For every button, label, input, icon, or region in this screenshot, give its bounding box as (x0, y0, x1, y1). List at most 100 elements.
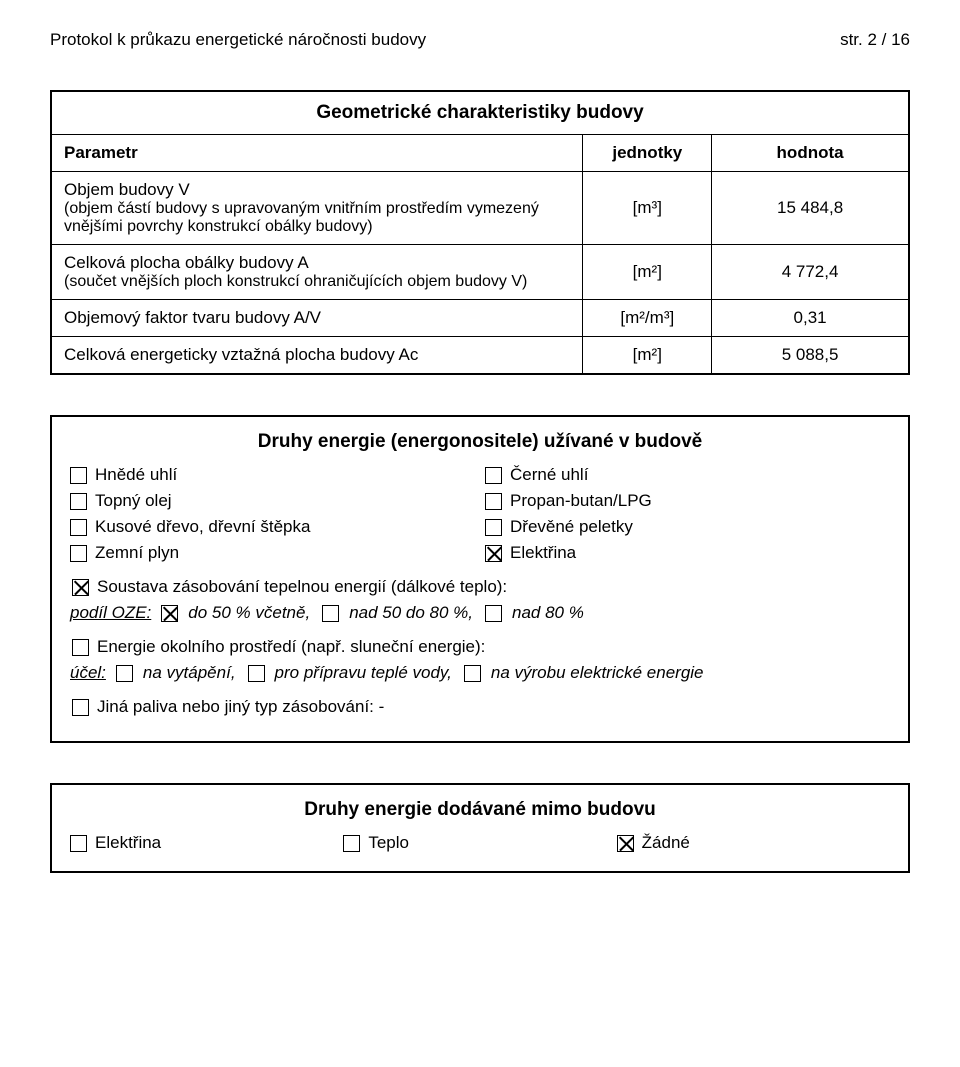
energy-checkbox[interactable] (485, 545, 502, 562)
other-fuel-label: Jiná paliva nebo jiný typ zásobování: - (97, 697, 384, 717)
district-share-prefix: podíl OZE: (70, 603, 151, 623)
energy-label: Propan-butan/LPG (510, 491, 652, 511)
energy-used-panel: Druhy energie (energonositele) užívané v… (50, 415, 910, 743)
ambient-energy-label: Energie okolního prostředí (např. sluneč… (97, 637, 485, 657)
energy-out-label: Teplo (368, 833, 409, 853)
unit-cell: [m²] (583, 245, 712, 300)
unit-cell: [m³] (583, 172, 712, 245)
energy-pair-row: Kusové dřevo, dřevní štěpka Dřevěné pelet… (70, 517, 890, 537)
ambient-purpose-prefix: účel: (70, 663, 106, 683)
energy-out-title: Druhy energie dodávané mimo budovu (70, 799, 890, 821)
energy-item: Černé uhlí (485, 465, 890, 485)
page: Protokol k průkazu energetické náročnost… (0, 0, 960, 913)
geom-table-head: Parametr jednotky hodnota (51, 135, 909, 172)
energy-item: Topný olej (70, 491, 475, 511)
energy-pair-row: Zemní plyn Elektřina (70, 543, 890, 563)
energy-label: Elektřina (510, 543, 576, 563)
param-cell: Celková energeticky vztažná plocha budov… (51, 337, 583, 375)
param-sublabel: (součet vnějších ploch konstrukcí ohrani… (64, 273, 570, 291)
geom-table: Geometrické charakteristiky budovy Param… (50, 90, 910, 375)
energy-checkbox[interactable] (70, 493, 87, 510)
energy-out-checkbox[interactable] (70, 835, 87, 852)
energy-label: Hnědé uhlí (95, 465, 177, 485)
geom-table-title-row: Geometrické charakteristiky budovy (51, 91, 909, 135)
energy-checkbox[interactable] (70, 545, 87, 562)
table-row: Celková plocha obálky budovy A(součet vn… (51, 245, 909, 300)
option-label: na výrobu elektrické energie (491, 663, 704, 683)
district-heating-label: Soustava zásobování tepelnou energií (dá… (97, 577, 507, 597)
energy-out-item: Žádné (617, 833, 890, 853)
unit-cell: [m²/m³] (583, 300, 712, 337)
page-header: Protokol k průkazu energetické náročnost… (50, 30, 910, 50)
param-label: Objemový faktor tvaru budovy A/V (64, 308, 321, 327)
option-checkbox[interactable] (485, 605, 502, 622)
option-checkbox[interactable] (322, 605, 339, 622)
ambient-energy-group: Energie okolního prostředí (např. sluneč… (70, 637, 890, 683)
option-checkbox[interactable] (248, 665, 265, 682)
option-label: nad 50 do 80 %, (349, 603, 473, 623)
energy-out-row: Elektřina Teplo Žádné (70, 833, 890, 853)
energy-out-panel: Druhy energie dodávané mimo budovu Elekt… (50, 783, 910, 873)
header-right: str. 2 / 16 (840, 30, 910, 50)
param-label: Celková plocha obálky budovy A (64, 253, 309, 272)
energy-label: Zemní plyn (95, 543, 179, 563)
energy-item: Propan-butan/LPG (485, 491, 890, 511)
ambient-energy-checkbox[interactable] (72, 639, 89, 656)
option-label: pro přípravu teplé vody, (275, 663, 452, 683)
energy-checkbox[interactable] (485, 493, 502, 510)
table-row: Objem budovy V(objem částí budovy s upra… (51, 172, 909, 245)
option-label: na vytápění, (143, 663, 236, 683)
energy-checkbox[interactable] (70, 467, 87, 484)
energy-used-title: Druhy energie (energonositele) užívané v… (70, 431, 890, 453)
energy-out-item: Elektřina (70, 833, 343, 853)
value-cell: 0,31 (712, 300, 909, 337)
head-param: Parametr (51, 135, 583, 172)
district-share-row: podíl OZE: do 50 % včetně, nad 50 do 80 %… (70, 603, 890, 623)
energy-item: Hnědé uhlí (70, 465, 475, 485)
param-cell: Objem budovy V(objem částí budovy s upra… (51, 172, 583, 245)
energy-item: Elektřina (485, 543, 890, 563)
head-value: hodnota (712, 135, 909, 172)
energy-item: Zemní plyn (70, 543, 475, 563)
energy-checkbox[interactable] (485, 467, 502, 484)
ambient-purpose-row: účel: na vytápění, pro přípravu teplé vod… (70, 663, 890, 683)
energy-pair-row: Topný olej Propan-butan/LPG (70, 491, 890, 511)
other-fuel-group: Jiná paliva nebo jiný typ zásobování: - (70, 697, 890, 717)
header-left: Protokol k průkazu energetické náročnost… (50, 30, 426, 50)
table-row: Celková energeticky vztažná plocha budov… (51, 337, 909, 375)
value-cell: 15 484,8 (712, 172, 909, 245)
energy-checkbox[interactable] (485, 519, 502, 536)
param-label: Celková energeticky vztažná plocha budov… (64, 345, 418, 364)
energy-pair-row: Hnědé uhlí Černé uhlí (70, 465, 890, 485)
energy-label: Černé uhlí (510, 465, 588, 485)
energy-checkbox[interactable] (70, 519, 87, 536)
table-row: Objemový faktor tvaru budovy A/V [m²/m³]0… (51, 300, 909, 337)
energy-out-checkbox[interactable] (343, 835, 360, 852)
head-unit: jednotky (583, 135, 712, 172)
energy-item: Kusové dřevo, dřevní štěpka (70, 517, 475, 537)
energy-item: Dřevěné peletky (485, 517, 890, 537)
param-sublabel: (objem částí budovy s upravovaným vnitřn… (64, 200, 570, 236)
value-cell: 5 088,5 (712, 337, 909, 375)
other-fuel-checkbox[interactable] (72, 699, 89, 716)
option-checkbox[interactable] (116, 665, 133, 682)
option-label: do 50 % včetně, (188, 603, 310, 623)
option-checkbox[interactable] (161, 605, 178, 622)
unit-cell: [m²] (583, 337, 712, 375)
energy-label: Topný olej (95, 491, 172, 511)
param-label: Objem budovy V (64, 180, 190, 199)
energy-label: Kusové dřevo, dřevní štěpka (95, 517, 310, 537)
energy-out-label: Žádné (642, 833, 690, 853)
energy-out-checkbox[interactable] (617, 835, 634, 852)
energy-out-label: Elektřina (95, 833, 161, 853)
option-label: nad 80 % (512, 603, 584, 623)
energy-label: Dřevěné peletky (510, 517, 633, 537)
param-cell: Objemový faktor tvaru budovy A/V (51, 300, 583, 337)
geom-table-title: Geometrické charakteristiky budovy (51, 91, 909, 135)
energy-out-item: Teplo (343, 833, 616, 853)
option-checkbox[interactable] (464, 665, 481, 682)
district-heating-group: Soustava zásobování tepelnou energií (dá… (70, 577, 890, 623)
district-heating-checkbox[interactable] (72, 579, 89, 596)
value-cell: 4 772,4 (712, 245, 909, 300)
param-cell: Celková plocha obálky budovy A(součet vn… (51, 245, 583, 300)
